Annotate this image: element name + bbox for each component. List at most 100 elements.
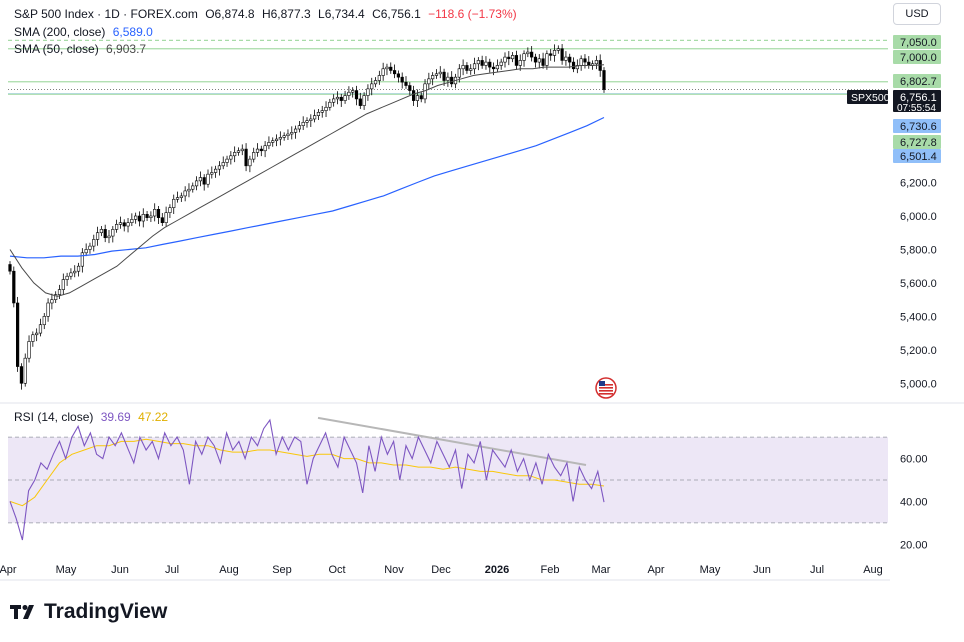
sma200-line [9,116,605,259]
candle-body [233,152,237,157]
candle-body [370,83,374,90]
candle-body [526,51,530,55]
candle-body [236,150,241,153]
candle-body [107,235,111,239]
high-value: 6,877.3 [270,7,311,21]
candle-body [134,215,138,220]
candle-body [111,229,115,237]
candle-body [31,334,35,342]
candle-body [191,185,195,190]
candle-body [122,222,126,227]
price-label-bg-4 [893,119,941,133]
price-label-bg-2 [893,74,941,88]
candle-body [42,316,46,326]
candle-body [408,85,412,91]
rsi-ma-value: 47.22 [138,410,169,424]
candle-body [320,110,324,113]
price-label-bg-6 [893,149,941,163]
low-value: 6,734.4 [324,7,365,21]
candle-body [507,56,511,60]
price-label-5: 6,727.8 [900,137,937,149]
candle-body [385,66,389,70]
candle-body [530,51,534,58]
candle-body [476,60,480,65]
x-tick-label-2: Jun [111,564,129,576]
candle-body [427,78,431,85]
candle-body [377,75,381,81]
x-tick-label-4: Aug [219,564,239,576]
flag-stripe [599,384,613,386]
candle-body [335,96,340,100]
candle-body [19,366,24,384]
candle-body [80,252,84,267]
x-tick-label-12: Apr [647,564,664,576]
x-tick-label-9: 2026 [485,564,509,576]
currency-button[interactable]: USD [893,3,941,25]
candle-body [431,75,435,80]
rsi-ma-line [9,438,605,507]
candle-body [149,215,153,218]
candle-body [480,60,484,66]
sma200-legend: SMA (200, close) 6,589.0 [14,25,157,39]
candle-body [522,53,526,61]
rsi-label: RSI (14, close) [14,410,94,424]
candle-body [358,98,362,106]
x-tick-label-0: Apr [0,564,17,576]
price-label-bg-0 [893,35,941,49]
candle-body [579,58,583,66]
candle-body [57,289,62,295]
candles [8,44,606,390]
candle-body [328,101,332,108]
x-tick-label-1: May [56,564,77,576]
candle-body [404,81,408,86]
x-tick-label-8: Dec [431,564,451,576]
candle-body [533,56,538,63]
candle-body [99,229,103,234]
candle-body [175,197,180,200]
candle-body [95,232,100,240]
price-tick-label-5: 6,000.0 [900,211,937,223]
candle-body [434,73,439,76]
price-tick-label-1: 5,200.0 [900,345,937,357]
candle-body [415,95,420,101]
candle-body [38,324,43,334]
candle-body [271,140,275,143]
x-tick-label-13: May [700,564,721,576]
candle-body [472,63,477,70]
candle-body [339,96,343,101]
candle-body [263,145,267,152]
price-tick-label-2: 5,400.0 [900,311,937,323]
candle-body [244,148,248,167]
price-label-4: 6,730.6 [900,121,937,133]
candle-body [309,118,313,121]
tradingview-logo[interactable]: TradingView [10,600,167,624]
candle-body [392,70,397,75]
candle-body [259,148,263,152]
candle-body [187,188,191,192]
candle-body [8,264,12,272]
x-tick-label-10: Feb [541,564,560,576]
candle-body [564,56,568,61]
candle-body [343,95,347,101]
candle-body [183,190,187,197]
flag-stripe [599,393,613,395]
price-tick-label-3: 5,600.0 [900,278,937,290]
close-value: 6,756.1 [380,7,421,21]
candle-body [290,132,294,135]
candle-body [156,209,161,218]
candle-body [54,294,58,300]
candle-body [354,90,359,100]
candle-body [484,61,488,66]
candle-body [495,65,499,70]
candle-body [389,66,393,71]
candle-body [50,299,54,304]
candle-body [594,60,598,65]
candle-body [560,48,564,61]
price-label-1: 7,000.0 [900,52,937,64]
low-label: L [318,7,325,21]
candle-body [137,215,142,222]
sma50-label: SMA (50, close) [14,42,99,56]
candle-body [503,56,507,63]
candle-body [172,198,176,208]
